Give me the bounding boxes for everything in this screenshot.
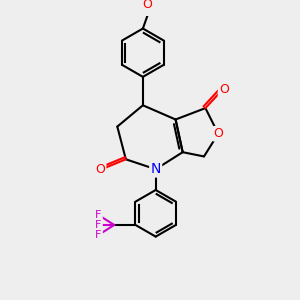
Text: O: O bbox=[142, 0, 152, 11]
Text: O: O bbox=[213, 127, 223, 140]
Text: N: N bbox=[151, 162, 161, 176]
Text: O: O bbox=[219, 83, 229, 96]
Text: F: F bbox=[95, 230, 102, 240]
Text: F: F bbox=[95, 210, 102, 220]
Text: F: F bbox=[95, 220, 102, 230]
Text: O: O bbox=[95, 163, 105, 176]
